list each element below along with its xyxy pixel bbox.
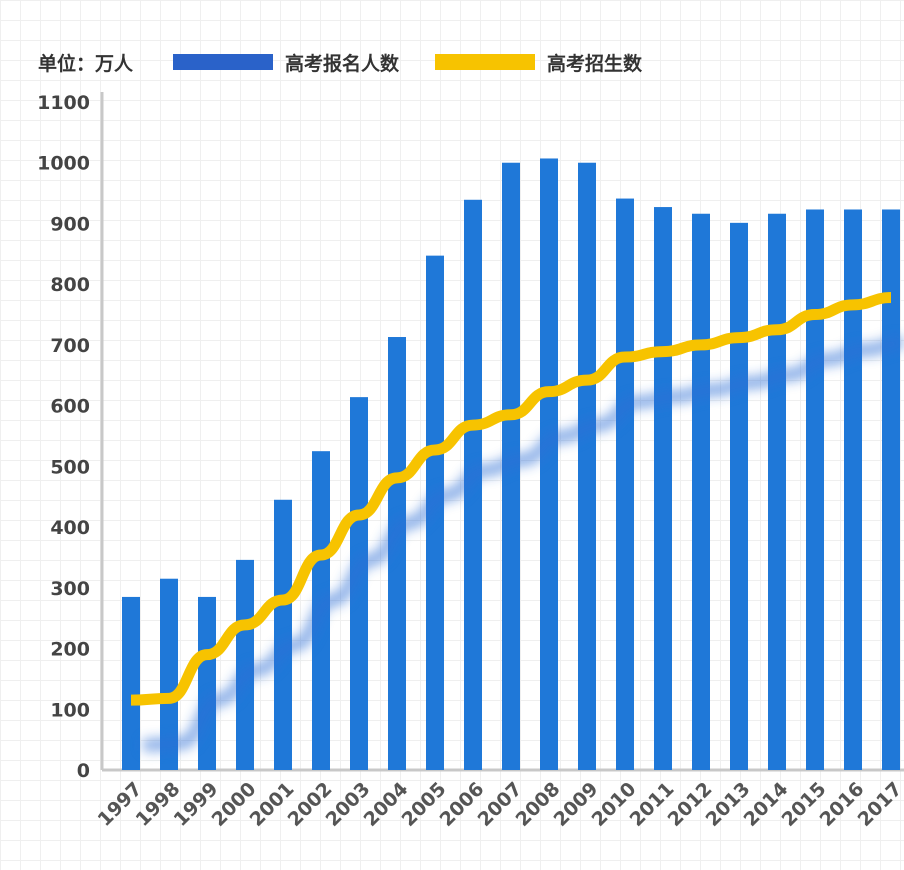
y-tick-label: 100: [50, 699, 90, 721]
y-tick-label: 1000: [37, 153, 90, 175]
y-tick-label: 300: [50, 578, 90, 600]
y-tick-label: 0: [77, 760, 90, 782]
bar-2012: [692, 213, 710, 771]
admissions-line: [130, 292, 892, 706]
y-tick-label: 600: [50, 396, 90, 418]
bar-2013: [730, 222, 748, 770]
bar-2005: [426, 255, 444, 770]
bar-2001: [274, 499, 292, 770]
y-tick-label: 400: [50, 517, 90, 539]
bar-2016: [844, 209, 862, 770]
y-tick-label: 1100: [37, 92, 90, 114]
bar-1999: [198, 596, 216, 770]
unit-label: 单位：万人: [38, 52, 134, 75]
legend-label-registrants: 高考报名人数: [285, 52, 400, 75]
line-shadow: [142, 336, 904, 752]
bar-2009: [578, 162, 596, 770]
legend-swatch-registrants: [173, 54, 274, 70]
bar-2008: [540, 158, 558, 770]
legend-label-admissions: 高考招生数: [547, 52, 643, 75]
bar-1998: [160, 578, 178, 770]
legend-swatch-admissions: [435, 54, 536, 70]
bar-2010: [616, 198, 634, 770]
bar-2004: [388, 337, 406, 770]
bar-2006: [464, 199, 482, 771]
bar-2003: [350, 397, 368, 770]
bar-1997: [122, 596, 140, 770]
y-tick-label: 700: [50, 335, 90, 357]
bar-2011: [654, 207, 672, 771]
bar-2014: [768, 213, 786, 771]
y-tick-label: 500: [50, 456, 90, 478]
x-tick-label: 2017: [854, 778, 904, 831]
y-tick-label: 200: [50, 639, 90, 661]
bar-2015: [806, 209, 824, 770]
y-tick-label: 900: [50, 213, 90, 235]
y-tick-label: 800: [50, 274, 90, 296]
legend: 单位：万人 高考报名人数 高考招生数: [38, 48, 678, 76]
bar-2000: [236, 559, 254, 770]
